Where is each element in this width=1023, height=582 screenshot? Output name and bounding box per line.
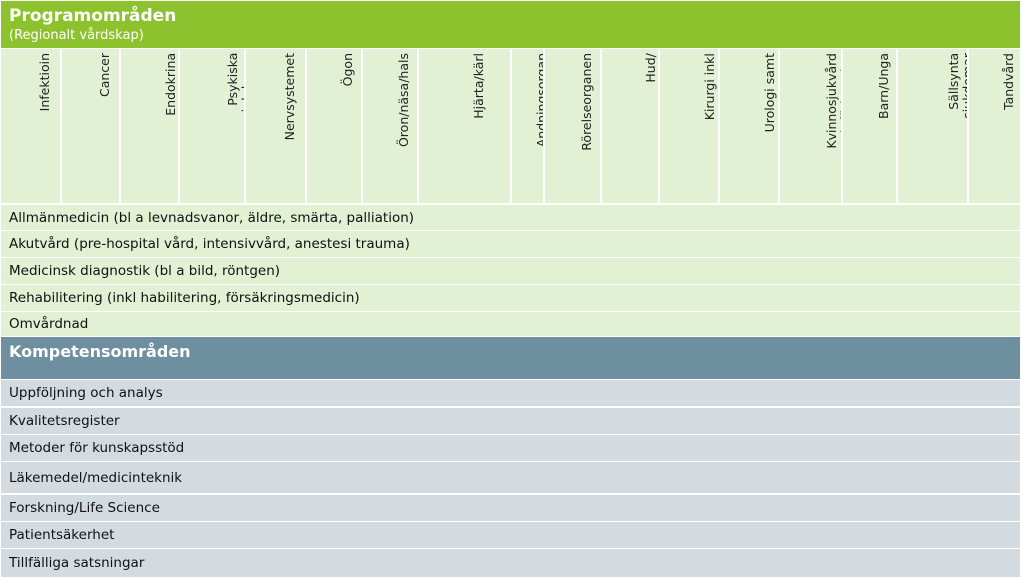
program-column-label: Tandvård: [1000, 53, 1016, 110]
program-areas-header: Programområden (Regionalt vårdskap): [1, 1, 1020, 48]
program-column: Cancer: [62, 49, 121, 203]
program-column: Urologi samt njure: [720, 49, 780, 203]
program-column: Rörelseorganen: [545, 49, 602, 203]
program-row: Akutvård (pre-hospital vård, intensivvår…: [1, 231, 1020, 257]
program-column-label: Hud/ Venereologi: [643, 53, 660, 127]
competence-areas-title: Kompetensområden: [9, 342, 191, 361]
program-column-label: Kvinnosjukvård och förlossning: [823, 53, 843, 149]
program-areas-title: Programområden: [9, 6, 177, 26]
competence-row: Metoder för kunskapsstöd: [1, 435, 1020, 461]
program-column-label: Kirurgi inkl matsmätning: [702, 53, 720, 137]
program-column-label: Andningsorgan: [533, 53, 545, 148]
program-column-label: Infektioin: [36, 53, 52, 112]
program-column-label: Nervsystemet: [281, 53, 297, 141]
competence-row: Uppföljning och analys: [1, 380, 1020, 406]
program-column: Tandvård: [969, 49, 1020, 203]
program-areas-subtitle: (Regionalt vårdskap): [9, 28, 144, 43]
program-column: Endokrina sjukdomar: [121, 49, 180, 203]
program-row: Rehabilitering (inkl habilitering, försä…: [1, 285, 1020, 311]
competence-row: Kvalitetsregister: [1, 408, 1020, 434]
program-column: Kvinnosjukvård och förlossning: [780, 49, 843, 203]
program-column: Nervsystemet: [246, 49, 307, 203]
program-column-label: Ögon: [340, 53, 355, 87]
program-column-label: Barn/Unga: [875, 53, 891, 119]
competence-row: Läkemedel/medicinteknik: [1, 462, 1020, 493]
program-column-label: Hjärta/kärl: [470, 53, 486, 119]
program-column: Öron/näsa/hals: [363, 49, 419, 203]
program-column: Hud/ Venereologi: [602, 49, 660, 203]
program-column-label: Öron/näsa/hals: [396, 53, 411, 148]
program-column: Sällsynta sjukdomar: [898, 49, 969, 203]
competence-row: Forskning/Life Science: [1, 495, 1020, 521]
program-column-label: Rörelseorganen: [578, 53, 594, 151]
program-column: Andningsorgan: [512, 49, 545, 203]
competence-row: Patientsäkerhet: [1, 522, 1020, 548]
program-column: Infektioin: [1, 49, 62, 203]
competence-areas-header: Kompetensområden: [1, 337, 1020, 379]
program-row: Medicinsk diagnostik (bl a bild, röntgen…: [1, 258, 1020, 284]
program-column-label: Psykiska sjukdomar: [225, 53, 246, 119]
program-column: Barn/Unga: [843, 49, 898, 203]
program-column: Ögon: [307, 49, 363, 203]
program-column-label: Urologi samt njure: [762, 53, 780, 133]
program-column-label: Cancer: [96, 53, 112, 98]
program-row: Allmänmedicin (bl a levnadsvanor, äldre,…: [1, 205, 1020, 230]
program-row: Omvårdnad: [1, 312, 1020, 336]
program-column: Psykiska sjukdomar: [180, 49, 246, 203]
program-column-label: Endokrina sjukdomar: [162, 53, 180, 119]
program-columns: Infektioin Cancer Endokrina sjukdomar Psyki…: [1, 49, 1020, 203]
program-column-label: Sällsynta sjukdomar: [945, 53, 969, 119]
program-column: Hjärta/kärl: [419, 49, 512, 203]
competence-row: Tillfälliga satsningar: [1, 549, 1020, 577]
program-column: Kirurgi inkl matsmätning: [660, 49, 720, 203]
